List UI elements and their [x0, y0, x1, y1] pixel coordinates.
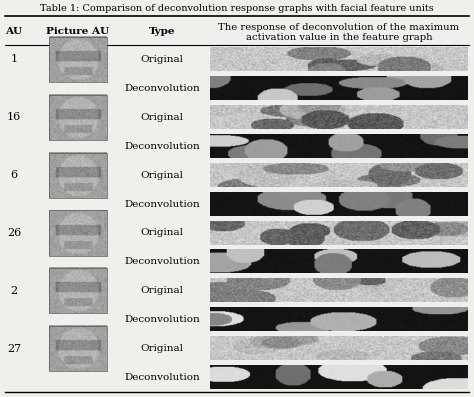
- Text: 27: 27: [7, 344, 21, 354]
- Bar: [49, 95, 107, 140]
- Bar: [210, 135, 468, 158]
- Text: Deconvolution: Deconvolution: [124, 315, 200, 324]
- Bar: [49, 152, 107, 198]
- Text: The response of deconvolution of the maximum: The response of deconvolution of the max…: [219, 23, 460, 31]
- Text: Deconvolution: Deconvolution: [124, 257, 200, 266]
- Text: 16: 16: [7, 112, 21, 122]
- Text: Original: Original: [140, 344, 183, 353]
- Bar: [210, 106, 468, 129]
- Bar: [210, 279, 468, 303]
- Text: Original: Original: [140, 228, 183, 237]
- Bar: [49, 210, 107, 256]
- Bar: [49, 37, 107, 82]
- Text: activation value in the feature graph: activation value in the feature graph: [246, 33, 432, 42]
- Text: Deconvolution: Deconvolution: [124, 373, 200, 382]
- Text: AU: AU: [5, 27, 23, 37]
- Bar: [210, 222, 468, 245]
- Bar: [210, 250, 468, 274]
- Text: Original: Original: [140, 171, 183, 179]
- Bar: [210, 337, 468, 360]
- Text: Table 1: Comparison of deconvolution response graphs with facial feature units: Table 1: Comparison of deconvolution res…: [40, 4, 434, 13]
- Bar: [210, 164, 468, 187]
- Text: 2: 2: [10, 286, 18, 296]
- Text: 26: 26: [7, 228, 21, 238]
- Bar: [210, 366, 468, 389]
- Text: Type: Type: [149, 27, 175, 37]
- Bar: [210, 308, 468, 331]
- Text: Deconvolution: Deconvolution: [124, 142, 200, 151]
- Bar: [210, 48, 468, 71]
- Text: Original: Original: [140, 286, 183, 295]
- Bar: [210, 193, 468, 216]
- Bar: [49, 268, 107, 313]
- Text: Deconvolution: Deconvolution: [124, 200, 200, 208]
- Text: 1: 1: [10, 54, 18, 64]
- Text: Original: Original: [140, 55, 183, 64]
- Text: 6: 6: [10, 170, 18, 180]
- Bar: [210, 77, 468, 100]
- Text: Original: Original: [140, 113, 183, 122]
- Text: Deconvolution: Deconvolution: [124, 84, 200, 93]
- Text: Picture AU: Picture AU: [46, 27, 109, 37]
- Bar: [49, 326, 107, 371]
